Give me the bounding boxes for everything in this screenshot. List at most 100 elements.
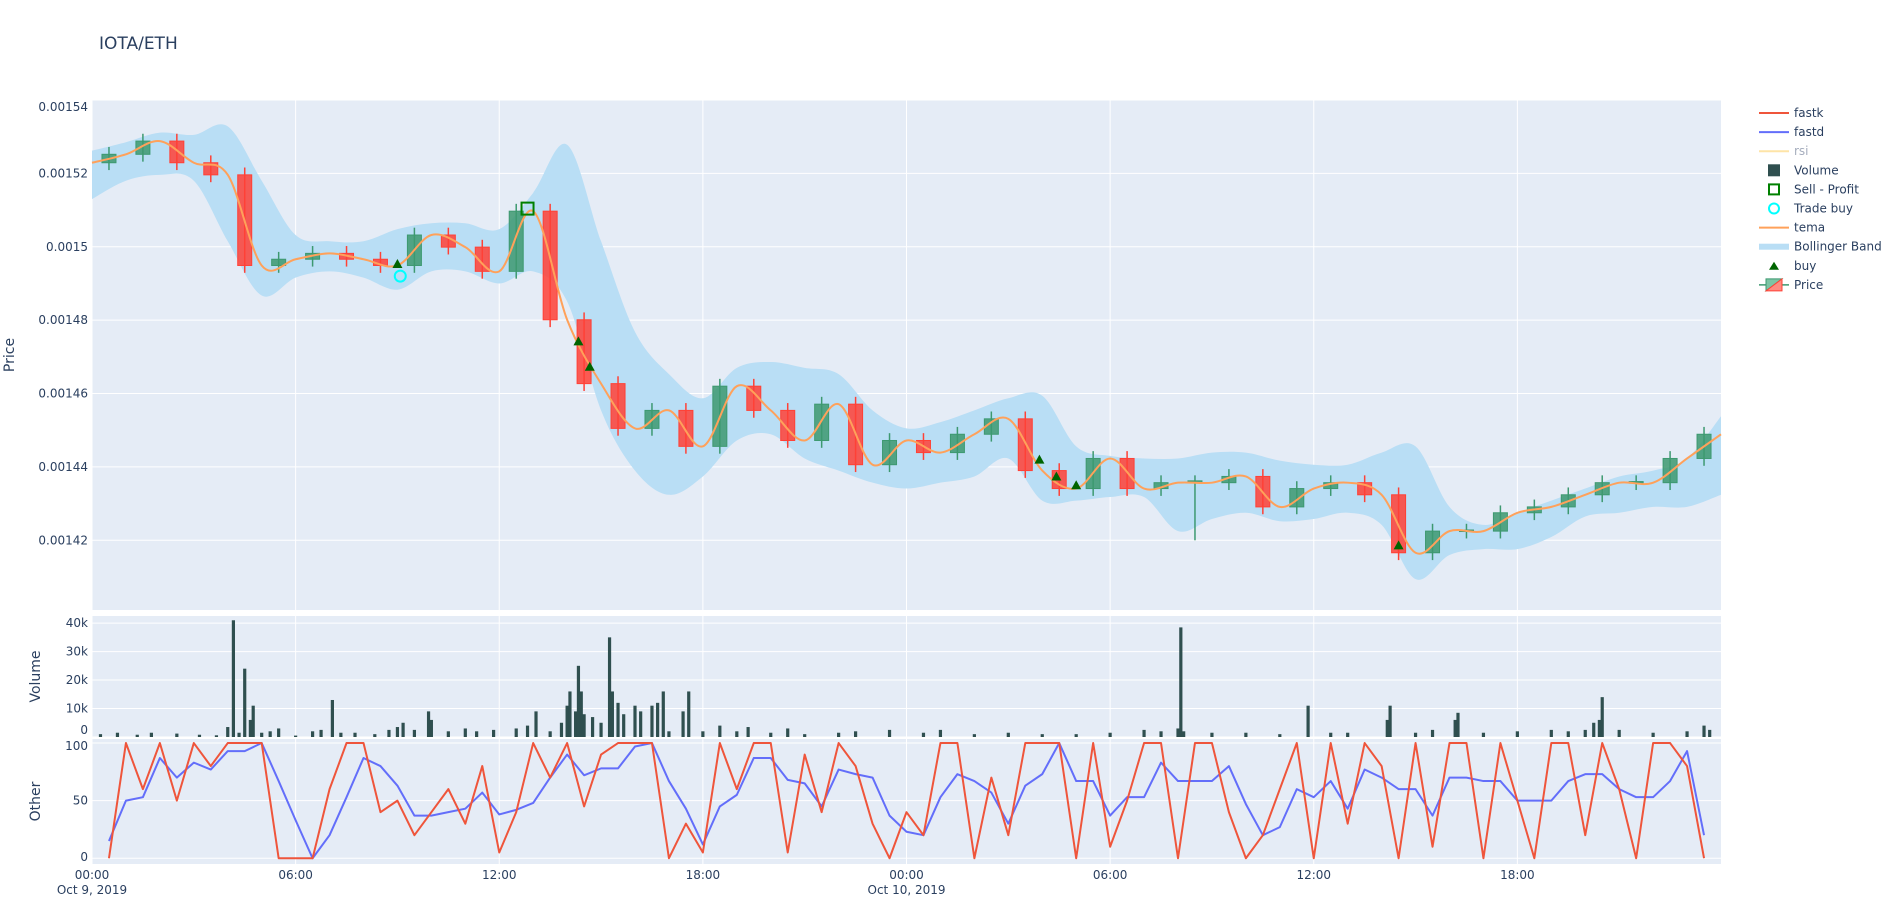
y-tick-label: 0.00148 bbox=[38, 313, 88, 327]
candle-body bbox=[474, 246, 490, 272]
volume-bar bbox=[1182, 731, 1186, 737]
price-candle bbox=[169, 133, 185, 171]
buy-marker bbox=[1071, 480, 1082, 490]
volume-bar bbox=[387, 729, 391, 737]
y-tick-label: 0 bbox=[80, 850, 88, 864]
volume-bar bbox=[514, 728, 518, 737]
volume-bar bbox=[837, 732, 841, 737]
price-candle bbox=[1662, 451, 1678, 491]
fastd-line bbox=[108, 742, 1706, 860]
volume-bar bbox=[667, 731, 671, 737]
volume-bar bbox=[599, 722, 603, 737]
volume-bar bbox=[1179, 627, 1183, 737]
volume-bar bbox=[718, 725, 722, 737]
volume-bar bbox=[534, 711, 538, 737]
legend-triangle-icon bbox=[1769, 261, 1779, 270]
legend-item-bollinger-band[interactable]: Bollinger Band bbox=[1759, 240, 1882, 254]
volume-bar bbox=[582, 714, 586, 737]
legend-label: Sell - Profit bbox=[1794, 182, 1859, 196]
price-candle bbox=[610, 376, 626, 436]
y-tick-label: 0.00146 bbox=[38, 387, 88, 401]
legend-label: Price bbox=[1794, 278, 1823, 292]
volume-bar bbox=[607, 637, 612, 737]
volume-bar bbox=[681, 711, 685, 737]
y-tick-label: 0.00144 bbox=[38, 460, 88, 474]
legend-item-fastk[interactable]: fastk bbox=[1759, 106, 1824, 120]
volume-bar bbox=[548, 731, 552, 737]
legend-item-price[interactable]: Price bbox=[1759, 278, 1823, 292]
legend-item-volume[interactable]: Volume bbox=[1768, 163, 1839, 177]
plot-panels: 0.00142 0.00144 0.00146 0.00148 0.0015 0.0015… bbox=[2, 99, 1722, 897]
volume-bar bbox=[149, 732, 153, 737]
volume-bar bbox=[268, 731, 272, 737]
legend-square-open-icon bbox=[1768, 183, 1780, 196]
volume-bar bbox=[260, 732, 264, 737]
volume-bar bbox=[633, 705, 637, 737]
legend-label: fastk bbox=[1794, 106, 1824, 120]
volume-bar bbox=[565, 705, 569, 737]
y-tick-label: 20k bbox=[66, 673, 88, 687]
volume-bar bbox=[579, 691, 583, 737]
price-candle bbox=[746, 378, 762, 418]
legend-label: fastd bbox=[1794, 125, 1824, 139]
volume-bar bbox=[1278, 734, 1282, 737]
candle-body bbox=[746, 385, 762, 411]
volume-bar bbox=[1346, 732, 1350, 737]
candle-body bbox=[1425, 530, 1441, 554]
buy-marker bbox=[1034, 454, 1045, 464]
volume-bar bbox=[610, 691, 614, 737]
volume-bar bbox=[491, 729, 496, 737]
volume-bar bbox=[574, 711, 578, 737]
legend-item-buy[interactable]: buy bbox=[1769, 259, 1816, 273]
volume-bar bbox=[353, 732, 357, 737]
legend-square-icon bbox=[1768, 164, 1780, 177]
volume-bar bbox=[1430, 729, 1435, 737]
volume-bar bbox=[938, 729, 943, 737]
volume-bar bbox=[237, 732, 241, 737]
volume-bar bbox=[395, 727, 400, 737]
buy-marker bbox=[1051, 471, 1062, 481]
legend-item-rsi[interactable]: rsi bbox=[1759, 144, 1809, 158]
price-candle bbox=[576, 312, 592, 391]
volume-bar bbox=[1651, 732, 1655, 737]
legend-label: Volume bbox=[1794, 163, 1839, 177]
legend-item-trade-buy[interactable]: Trade buy bbox=[1768, 202, 1853, 216]
price-candle bbox=[440, 227, 456, 255]
legend[interactable]: fastk fastd rsi Volume Sell - Profit Trade bu… bbox=[1759, 106, 1882, 292]
volume-bar bbox=[1453, 719, 1457, 737]
legend-item-tema[interactable]: tema bbox=[1759, 221, 1825, 235]
x-tick-label: 00:00 bbox=[75, 868, 110, 882]
volume-bar bbox=[746, 727, 750, 737]
volume-bar bbox=[1481, 732, 1486, 737]
legend-item-sell-profit[interactable]: Sell - Profit bbox=[1768, 182, 1859, 196]
volume-bar bbox=[701, 731, 705, 737]
y-tick-label: 30k bbox=[66, 645, 88, 659]
volume-bar bbox=[525, 725, 530, 737]
volume-bar bbox=[576, 665, 581, 737]
candle-body bbox=[949, 433, 965, 454]
legend-item-fastd[interactable]: fastd bbox=[1759, 125, 1824, 139]
x-tick-label: 00:00 bbox=[889, 868, 924, 882]
volume-bar bbox=[1685, 731, 1689, 737]
y-tick-label: 0.00142 bbox=[38, 533, 88, 547]
x-tick-label: 06:00 bbox=[278, 868, 313, 882]
volume-bar bbox=[1210, 732, 1214, 737]
buy-marker bbox=[584, 361, 595, 371]
volume-bar bbox=[803, 734, 807, 737]
buy-marker bbox=[1393, 540, 1404, 550]
legend-label: buy bbox=[1794, 259, 1816, 273]
price-candle bbox=[1425, 523, 1441, 561]
price-candle bbox=[678, 403, 694, 454]
volume-bar bbox=[319, 729, 323, 737]
legend-label: rsi bbox=[1794, 144, 1809, 158]
legend-candle-decreasing-icon bbox=[1764, 277, 1783, 292]
volume-bar bbox=[559, 722, 564, 737]
volume-bar bbox=[639, 711, 643, 737]
volume-bar bbox=[1108, 732, 1112, 737]
volume-bar bbox=[1385, 719, 1389, 737]
x-tick-date: Oct 10, 2019 bbox=[868, 883, 946, 897]
volume-bar bbox=[277, 728, 281, 737]
volume-bar bbox=[412, 729, 417, 737]
volume-bar bbox=[887, 729, 892, 737]
